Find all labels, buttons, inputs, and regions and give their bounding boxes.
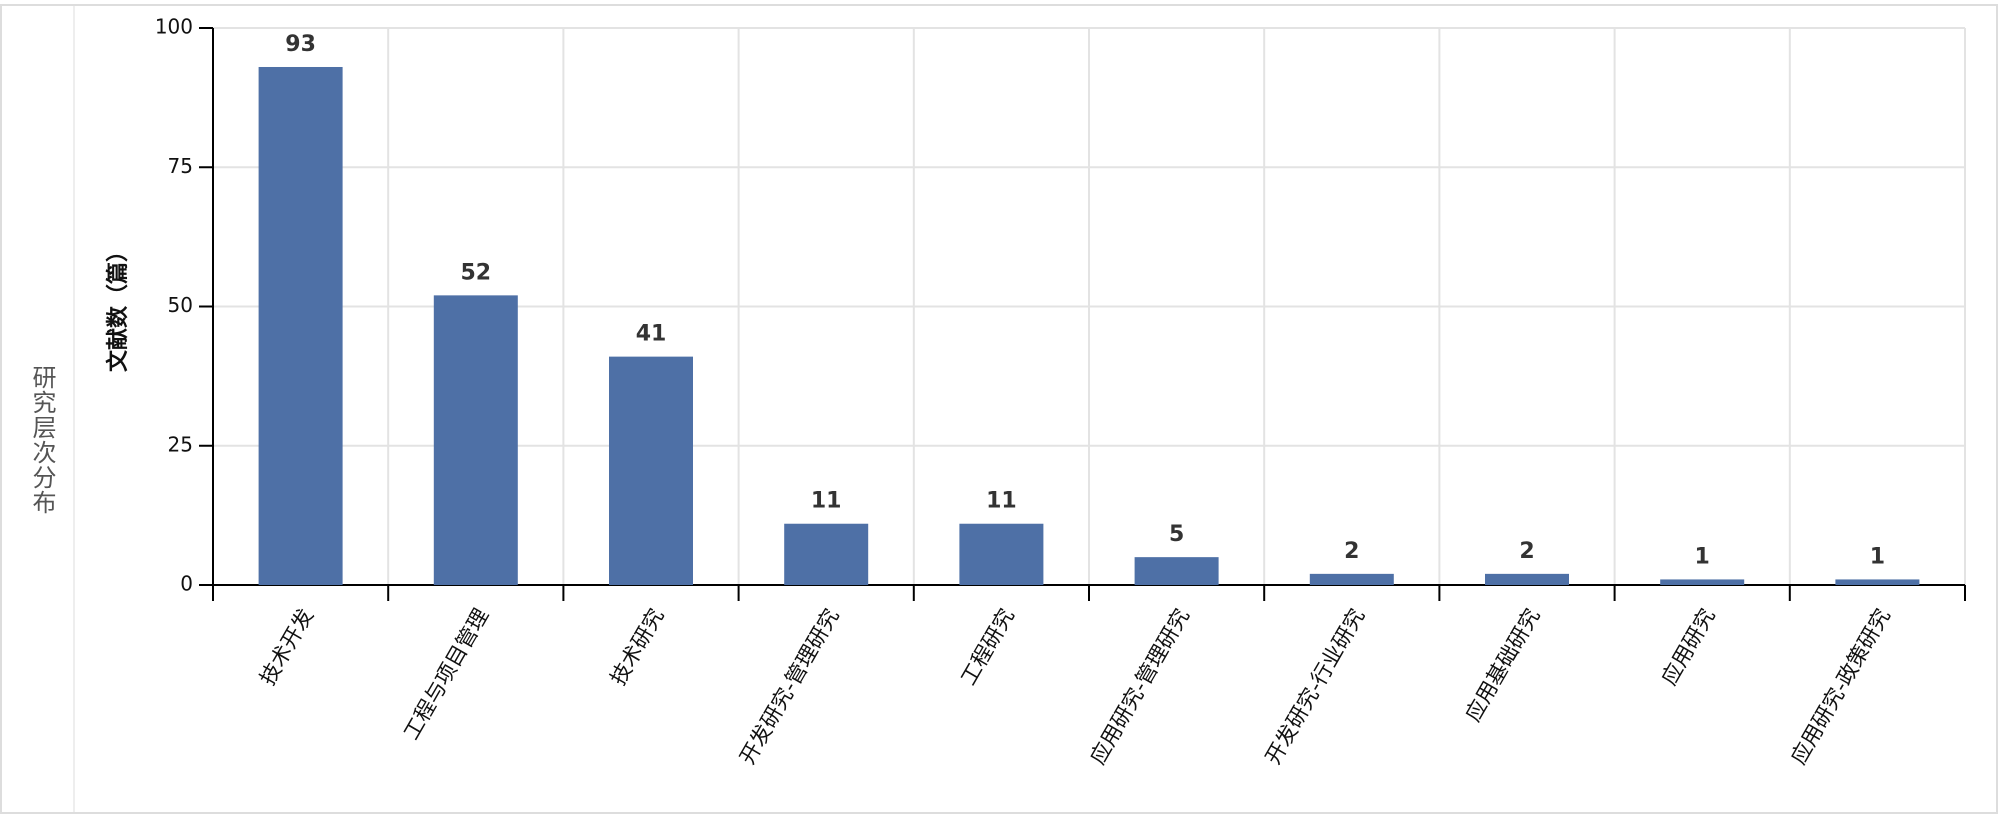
bar [258, 66, 343, 586]
bar [433, 295, 518, 585]
value-label: 5 [1169, 522, 1184, 547]
bar [784, 523, 869, 585]
chart-title: 研究层次分布 [28, 365, 56, 515]
value-label: 11 [811, 489, 842, 514]
y-tick-label: 50 [168, 293, 193, 317]
value-label: 1 [1695, 544, 1710, 569]
bar [1660, 579, 1745, 585]
bar [1485, 573, 1569, 585]
value-label: 52 [460, 260, 491, 285]
y-tick-label: 0 [180, 572, 193, 596]
value-label: 2 [1519, 539, 1534, 564]
y-tick-label: 75 [168, 154, 193, 178]
bar [1309, 573, 1394, 585]
value-label: 11 [986, 489, 1017, 514]
y-axis-title: 文献数（篇） [105, 240, 131, 372]
bar [1835, 579, 1920, 585]
value-label: 93 [285, 32, 316, 57]
bar [609, 356, 693, 585]
y-tick-label: 100 [155, 15, 193, 39]
bar [959, 523, 1044, 585]
value-label: 1 [1870, 544, 1885, 569]
y-tick-label: 25 [168, 432, 193, 456]
value-label: 41 [636, 322, 667, 347]
value-label: 2 [1344, 539, 1359, 564]
bar [1134, 557, 1219, 585]
